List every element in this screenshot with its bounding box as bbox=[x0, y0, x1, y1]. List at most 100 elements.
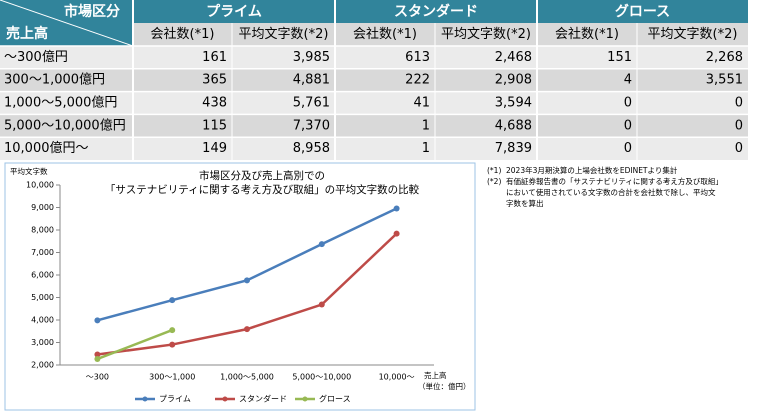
group-header: プライム bbox=[206, 4, 262, 20]
chart-title: 「サステナビリティに関する考え方及び取組」の平均文字数の比較 bbox=[105, 183, 420, 196]
y-tick-label: 10,000 bbox=[26, 181, 54, 190]
cell: 0 bbox=[624, 96, 632, 111]
column-header: 会社数(*1) bbox=[151, 26, 215, 42]
row-label: 5,000～10,000億円 bbox=[4, 117, 126, 133]
point bbox=[318, 301, 325, 308]
row-label: 10,000億円～ bbox=[4, 140, 89, 156]
cell: 0 bbox=[624, 118, 632, 133]
legend-marker bbox=[222, 396, 228, 402]
cell: 3,985 bbox=[293, 50, 330, 65]
point bbox=[94, 317, 101, 324]
y-axis-label: 平均文字数 bbox=[10, 166, 48, 176]
cell: 438 bbox=[202, 96, 227, 111]
row-label: 300～1,000億円 bbox=[4, 72, 105, 88]
cell: 365 bbox=[202, 73, 227, 88]
legend-label: プライム bbox=[159, 395, 191, 404]
cell: 5,761 bbox=[293, 96, 330, 111]
x-axis-label: 売上高 bbox=[424, 370, 447, 380]
note-text: 2023年3月期決算の上場会社数をEDINETより集計 bbox=[506, 165, 678, 175]
note-mark: (*1) bbox=[487, 166, 501, 175]
y-tick-label: 4,000 bbox=[31, 316, 54, 325]
cell: 149 bbox=[202, 141, 227, 156]
cell: 0 bbox=[735, 118, 743, 133]
cell: 151 bbox=[607, 50, 632, 65]
cell: 4,688 bbox=[495, 118, 532, 133]
subheader-bg bbox=[133, 23, 748, 46]
cell: 3,551 bbox=[706, 73, 743, 88]
row-bg bbox=[0, 46, 748, 69]
y-tick-label: 6,000 bbox=[31, 271, 54, 280]
x-tick-label: 300～1,000 bbox=[149, 373, 195, 382]
point bbox=[393, 230, 400, 237]
cell: 0 bbox=[624, 141, 632, 156]
cell: 41 bbox=[413, 96, 430, 111]
cell: 8,958 bbox=[293, 141, 330, 156]
point bbox=[244, 277, 250, 284]
cell: 222 bbox=[405, 73, 430, 88]
chart-title: 市場区分及び売上高別での bbox=[199, 169, 325, 182]
group-header: グロース bbox=[615, 3, 670, 20]
row-bg bbox=[0, 91, 748, 115]
cell: 613 bbox=[405, 50, 430, 65]
cell: 161 bbox=[202, 50, 227, 65]
column-header: 会社数(*1) bbox=[555, 26, 619, 42]
x-tick-label: 1,000～5,000 bbox=[220, 373, 274, 382]
legend-marker bbox=[142, 396, 148, 402]
point bbox=[169, 297, 176, 304]
row-bg bbox=[0, 68, 748, 92]
note-mark: (*2) bbox=[487, 177, 501, 186]
y-tick-label: 3,000 bbox=[31, 338, 54, 347]
x-tick-label: ～300 bbox=[86, 373, 109, 382]
x-axis-unit: （単位：億円） bbox=[418, 381, 471, 391]
column-header: 平均文字数(*2) bbox=[239, 27, 329, 42]
cell: 7,370 bbox=[293, 118, 330, 133]
cell: 7,839 bbox=[495, 141, 532, 156]
cell: 1 bbox=[422, 141, 430, 156]
row-bg bbox=[0, 114, 748, 138]
cell: 115 bbox=[202, 118, 227, 133]
corner-top: 市場区分 bbox=[64, 3, 120, 20]
corner-bottom: 売上高 bbox=[6, 25, 48, 42]
line bbox=[96, 328, 173, 361]
column-header: 平均文字数(*2) bbox=[441, 27, 531, 42]
point bbox=[244, 326, 250, 333]
y-tick-label: 5,000 bbox=[31, 293, 54, 302]
cell: 4 bbox=[624, 73, 632, 88]
note-text: 有価証券報告書の「サステナビリティに関する考え方及び取組」 bbox=[506, 176, 723, 186]
row-label: 1,000～5,000億円 bbox=[4, 95, 117, 111]
note-text: において使用されている文字数の合計を会社数で除し、平均文 bbox=[506, 187, 716, 197]
legend-label: スタンダード bbox=[239, 394, 287, 404]
row-label: ～300億円 bbox=[4, 49, 68, 65]
cell: 0 bbox=[735, 96, 743, 111]
group-header: スタンダード bbox=[394, 3, 478, 20]
point bbox=[169, 341, 176, 348]
legend-marker bbox=[302, 396, 308, 402]
cell: 2,468 bbox=[495, 50, 532, 65]
note-text: 字数を算出 bbox=[506, 198, 544, 208]
row-bg bbox=[0, 137, 748, 160]
point bbox=[318, 241, 325, 248]
cell: 0 bbox=[735, 141, 743, 156]
column-header: 会社数(*1) bbox=[353, 26, 417, 42]
y-tick-label: 8,000 bbox=[31, 226, 54, 235]
header-bg bbox=[0, 0, 748, 23]
column-header: 平均文字数(*2) bbox=[648, 27, 738, 42]
y-tick-label: 7,000 bbox=[31, 248, 54, 257]
corner-diagonal bbox=[0, 0, 134, 47]
point bbox=[94, 351, 101, 358]
chart-frame bbox=[4, 162, 476, 411]
x-tick-label: 10,000～ bbox=[379, 373, 415, 382]
point bbox=[169, 327, 176, 334]
x-tick-label: 5,000～10,000 bbox=[292, 373, 351, 382]
cell: 2,908 bbox=[495, 73, 532, 88]
point bbox=[393, 205, 400, 212]
y-tick-label: 2,000 bbox=[31, 361, 54, 370]
point bbox=[94, 355, 101, 362]
cell: 2,268 bbox=[706, 50, 743, 65]
cell: 4,881 bbox=[293, 73, 330, 88]
legend-label: グロース bbox=[319, 394, 351, 404]
y-tick-label: 9,000 bbox=[31, 203, 54, 212]
cell: 1 bbox=[422, 118, 430, 133]
cell: 3,594 bbox=[495, 96, 532, 111]
